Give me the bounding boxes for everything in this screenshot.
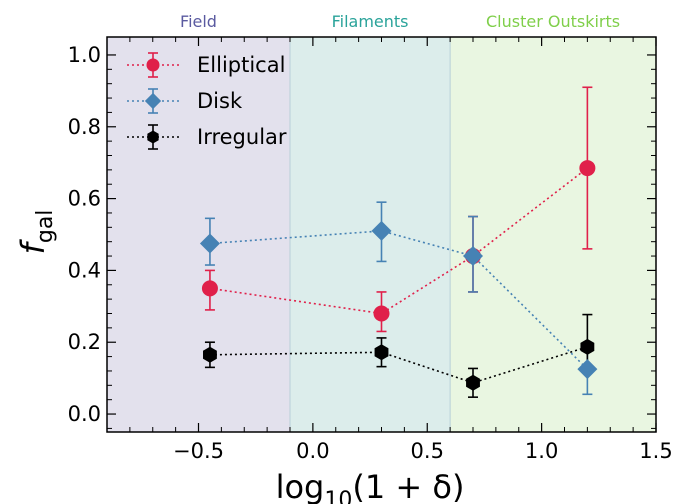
legend-elliptical-marker: [146, 58, 160, 72]
irregular-point: [203, 346, 217, 363]
elliptical-point: [579, 160, 596, 177]
region-labels: Field Filaments Cluster Outskirts: [180, 12, 620, 31]
region-label-1: Filaments: [332, 12, 409, 31]
disk-point: [577, 359, 598, 380]
region-backgrounds: [107, 37, 656, 432]
y-tick-label: 0.0: [68, 402, 101, 426]
series-lines: [209, 167, 588, 384]
irregular-point: [580, 338, 595, 355]
x-tick-label: 0.0: [296, 439, 329, 463]
y-axis-title-sub: gal: [33, 210, 58, 244]
disk-point: [463, 246, 483, 267]
region-label-2: Cluster Outskirts: [486, 12, 620, 31]
irregular-line: [209, 346, 588, 384]
legend: Elliptical Disk Irregular: [127, 52, 287, 150]
axis-ticks: [107, 37, 657, 432]
region-1: [290, 37, 451, 432]
x-tick-label: 0.5: [411, 439, 444, 463]
y-tick-label: 0.2: [68, 330, 101, 354]
y-axis-title: fgal: [14, 210, 58, 255]
x-axis-title-rest: (1 + δ): [352, 468, 464, 504]
disk-point: [371, 220, 392, 241]
legend-irregular-marker: [147, 130, 159, 144]
x-axis-title-main: log: [276, 468, 325, 504]
x-tick-label: 1.5: [639, 439, 672, 463]
y-tick-label: 0.6: [68, 187, 101, 211]
irregular-point: [374, 344, 389, 361]
tick-labels: −0.5 0.0 0.5 1.0 1.5 0.0 0.2 0.4 0.6 0.8 1.0: [68, 43, 673, 463]
elliptical-point: [373, 305, 390, 322]
x-axis-title: log10(1 + δ): [276, 468, 465, 504]
elliptical-point: [201, 280, 218, 297]
legend-irregular-label: Irregular: [197, 125, 287, 149]
region-label-0: Field: [180, 12, 217, 31]
legend-elliptical-label: Elliptical: [197, 53, 285, 77]
y-tick-label: 0.8: [68, 115, 101, 139]
y-tick-label: 0.4: [68, 258, 101, 282]
y-tick-label: 1.0: [68, 43, 101, 67]
disk-line: [209, 230, 588, 370]
region-0: [107, 37, 290, 432]
region-2: [450, 37, 656, 432]
irregular-point: [466, 374, 480, 391]
x-tick-label: −0.5: [173, 439, 224, 463]
elliptical-line: [209, 167, 588, 315]
x-axis-title-sub: 10: [324, 488, 352, 504]
plot-frame: [106, 36, 657, 433]
legend-disk-marker: [144, 92, 162, 110]
data-markers: [199, 160, 598, 391]
legend-disk-label: Disk: [197, 89, 243, 113]
x-tick-label: 1.0: [525, 439, 558, 463]
disk-point: [199, 233, 220, 254]
